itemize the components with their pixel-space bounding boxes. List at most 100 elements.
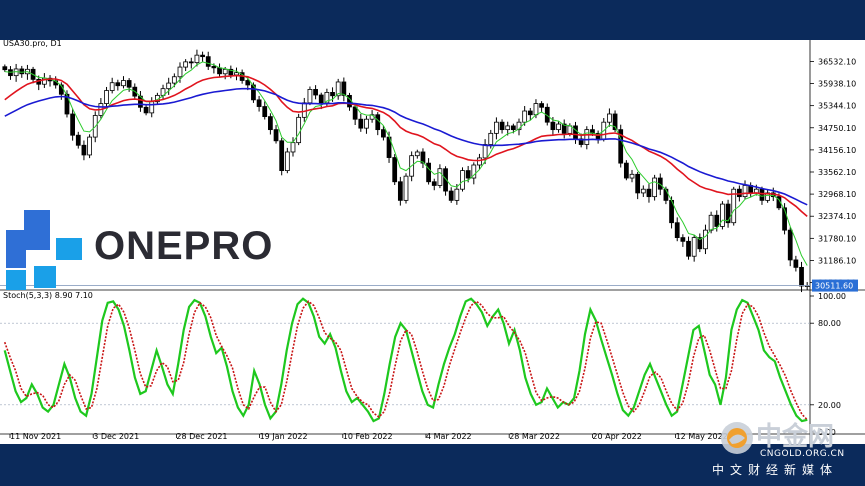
candle-body — [307, 89, 313, 104]
candle-body — [313, 89, 318, 96]
onepro-logo — [4, 208, 269, 292]
candle-body — [505, 125, 511, 131]
candle-body — [720, 203, 725, 227]
candle-body — [358, 118, 364, 129]
candles — [2, 49, 810, 293]
candle-body — [245, 80, 251, 86]
stochastic-tick-label: 0.00 — [818, 428, 836, 437]
price-tick-label: 36532.10 — [818, 57, 856, 66]
candle-body — [2, 66, 8, 71]
stochastic-panel — [0, 297, 810, 423]
candle-body — [782, 207, 787, 231]
candle-body — [222, 68, 228, 75]
candle-body — [680, 237, 686, 242]
candle-body — [584, 129, 590, 145]
candle-body — [443, 168, 448, 192]
chart-area: 36532.10 35938.10 35344.10 34750.10 34156.10… — [0, 40, 865, 444]
candle-body — [81, 144, 87, 156]
candle-body — [663, 188, 669, 201]
candle-body — [414, 151, 420, 157]
price-tick-label: 34750.10 — [818, 124, 856, 133]
candle-body — [556, 123, 561, 131]
candle-body — [234, 72, 239, 76]
candle-body — [640, 188, 646, 194]
candle-body — [341, 81, 347, 96]
time-tick-label: 4 Mar 2022 — [426, 432, 472, 441]
candle-body — [177, 66, 183, 78]
candle-body — [268, 116, 273, 131]
candle-body — [573, 125, 578, 140]
candle-body — [104, 90, 109, 104]
candle-body — [731, 188, 737, 224]
cngold-watermark-url: CNGOLD.ORG.CN — [760, 449, 845, 459]
candle-body — [494, 121, 499, 134]
price-axis: 36532.10 35938.10 35344.10 34750.10 34156.10… — [0, 57, 858, 292]
candle-body — [352, 106, 358, 120]
current-price-label: 30511.60 — [815, 282, 853, 291]
time-tick-label: 28 Mar 2022 — [509, 432, 560, 441]
candle-body — [273, 129, 279, 142]
candle-body — [188, 61, 194, 64]
candle-body — [437, 168, 443, 186]
cngold-watermark-chinese: 中金网 — [756, 422, 835, 452]
candle-body — [205, 56, 211, 67]
candle-body — [623, 162, 629, 179]
top-banner — [0, 0, 865, 40]
candle-body — [742, 185, 748, 198]
stochastic-title: Stoch(5,3,3) 8.90 7.10 — [3, 291, 93, 300]
candle-body — [488, 132, 494, 145]
candle-body — [471, 164, 477, 179]
candle-body — [301, 102, 307, 118]
candle-body — [793, 259, 799, 268]
onepro-logo-text: ONEPRO — [94, 224, 274, 268]
stochastic-tick-label: 20.00 — [818, 401, 841, 410]
cngold-watermark-subtitle: 中文财经新媒体 — [712, 463, 839, 477]
candle-body — [279, 140, 285, 171]
candle-body — [607, 113, 612, 123]
candle-body — [171, 76, 177, 84]
time-tick-label: 10 Feb 2022 — [343, 432, 393, 441]
candle-body — [448, 190, 454, 201]
candle-body — [121, 80, 126, 87]
candle-body — [200, 54, 205, 58]
candle-body — [460, 170, 465, 190]
candle-body — [522, 110, 528, 123]
candle-body — [510, 125, 516, 131]
price-grid — [0, 40, 865, 444]
time-tick-label: 11 Nov 2021 — [10, 432, 61, 441]
candle-body — [381, 129, 386, 138]
candle-body — [691, 237, 697, 257]
candle-body — [392, 157, 398, 183]
candle-body — [612, 113, 618, 131]
price-tick-label: 32374.10 — [818, 212, 856, 221]
candle-body — [335, 81, 341, 97]
candle-body — [397, 181, 403, 201]
candle-body — [375, 114, 381, 131]
candle-body — [652, 177, 657, 198]
candle-body — [75, 134, 81, 146]
time-tick-label: 20 Apr 2022 — [592, 432, 641, 441]
candle-body — [166, 82, 172, 90]
candle-body — [115, 82, 121, 87]
candle-body — [539, 103, 544, 108]
candle-body — [799, 266, 804, 287]
time-tick-label: 12 May 2022 — [676, 432, 728, 441]
candle-body — [697, 237, 703, 250]
candle-body — [454, 188, 460, 201]
candle-body — [87, 136, 92, 156]
stochastic-tick-label: 100.00 — [818, 292, 846, 301]
candle-body — [714, 214, 720, 227]
candle-body — [561, 123, 567, 134]
candle-body — [70, 113, 76, 136]
candle-body — [284, 151, 290, 171]
candle-body — [516, 121, 522, 131]
price-tick-label: 31186.10 — [818, 256, 856, 265]
stochastic-line — [3, 300, 808, 421]
candle-body — [149, 101, 155, 114]
price-tick-label: 33562.10 — [818, 168, 856, 177]
time-axis: 11 Nov 2021 3 Dec 2021 28 Dec 2021 19 Jan 2… — [9, 432, 728, 441]
moving-average-line — [4, 87, 808, 206]
candle-body — [364, 118, 369, 129]
candle-body — [431, 181, 437, 186]
time-tick-label: 19 Jan 2022 — [260, 432, 308, 441]
